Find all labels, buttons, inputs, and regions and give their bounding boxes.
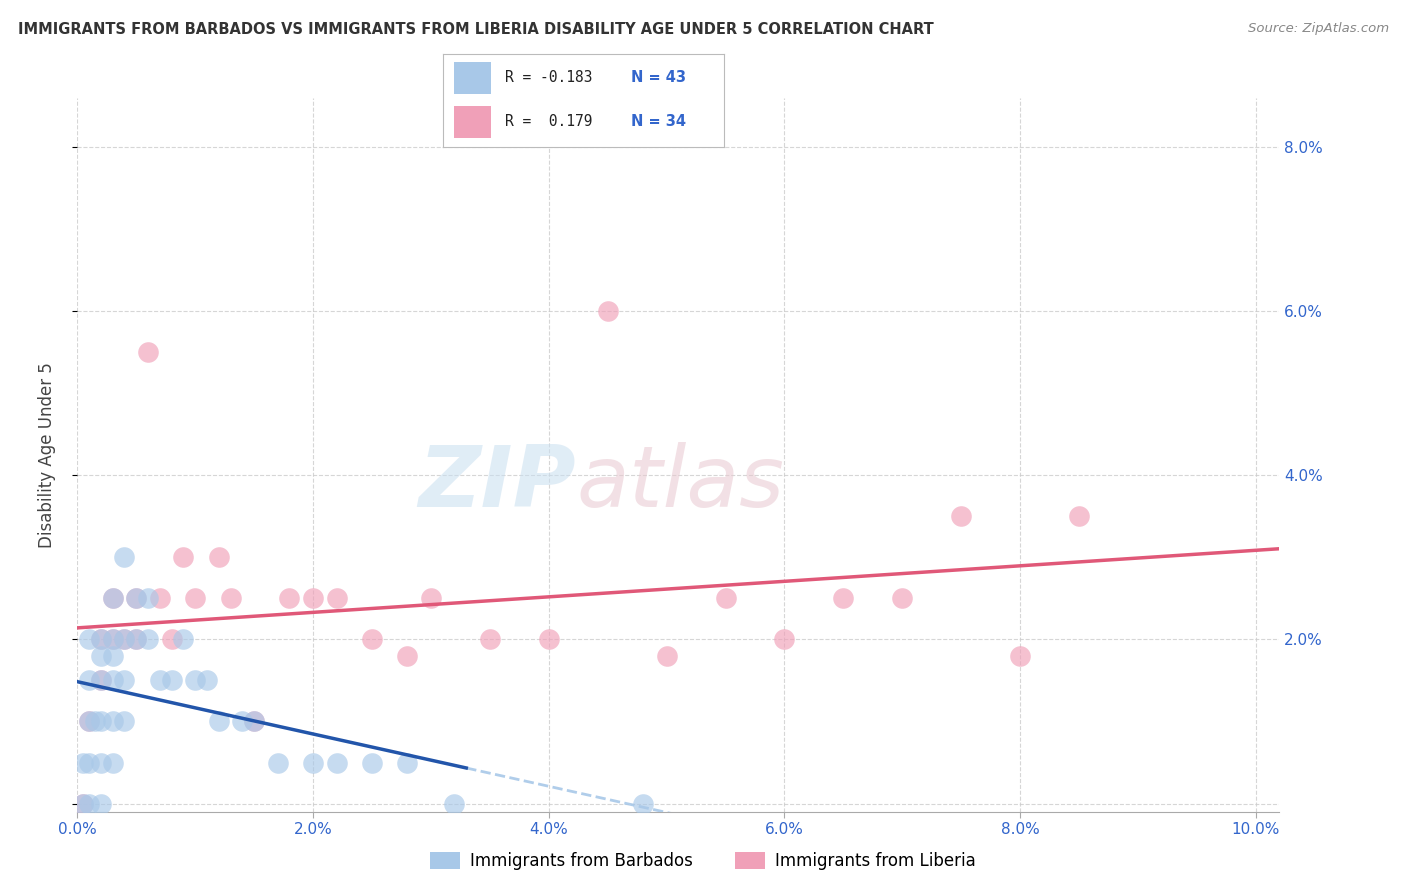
Point xyxy=(77,714,100,729)
Point xyxy=(714,591,737,606)
Point xyxy=(101,591,124,606)
Text: R = -0.183: R = -0.183 xyxy=(505,70,592,86)
Point xyxy=(325,756,347,770)
Point xyxy=(443,797,465,811)
Point xyxy=(396,648,419,663)
Text: IMMIGRANTS FROM BARBADOS VS IMMIGRANTS FROM LIBERIA DISABILITY AGE UNDER 5 CORRE: IMMIGRANTS FROM BARBADOS VS IMMIGRANTS F… xyxy=(18,22,934,37)
Point xyxy=(90,714,112,729)
Point xyxy=(596,304,619,318)
Bar xyxy=(454,106,491,138)
Text: atlas: atlas xyxy=(576,442,785,525)
Point xyxy=(278,591,301,606)
Point xyxy=(172,550,194,565)
Point xyxy=(84,714,107,729)
Point xyxy=(149,673,172,688)
Point xyxy=(160,632,183,647)
Text: R =  0.179: R = 0.179 xyxy=(505,114,592,129)
Point xyxy=(72,756,94,770)
Point xyxy=(184,591,207,606)
Point xyxy=(90,673,112,688)
Point xyxy=(77,632,100,647)
Point xyxy=(208,714,231,729)
Point xyxy=(101,756,124,770)
Point xyxy=(160,673,183,688)
Point xyxy=(243,714,266,729)
Point xyxy=(90,673,112,688)
Point xyxy=(90,756,112,770)
Point xyxy=(361,756,384,770)
Point xyxy=(72,797,94,811)
Point xyxy=(891,591,914,606)
Point xyxy=(655,648,678,663)
Point xyxy=(90,797,112,811)
Point xyxy=(90,632,112,647)
Text: N = 34: N = 34 xyxy=(631,114,686,129)
Point xyxy=(219,591,242,606)
Point xyxy=(773,632,796,647)
Y-axis label: Disability Age Under 5: Disability Age Under 5 xyxy=(38,362,56,548)
Point xyxy=(136,591,159,606)
Point xyxy=(832,591,855,606)
Point xyxy=(114,632,136,647)
Point xyxy=(172,632,194,647)
Point xyxy=(125,591,148,606)
Point xyxy=(101,648,124,663)
Point xyxy=(302,591,325,606)
Point xyxy=(101,714,124,729)
Point xyxy=(1010,648,1032,663)
Point xyxy=(77,714,100,729)
Point xyxy=(114,673,136,688)
Bar xyxy=(454,62,491,94)
Text: ZIP: ZIP xyxy=(419,442,576,525)
Point xyxy=(184,673,207,688)
Point xyxy=(101,591,124,606)
Text: Source: ZipAtlas.com: Source: ZipAtlas.com xyxy=(1249,22,1389,36)
Point xyxy=(208,550,231,565)
Point xyxy=(136,345,159,359)
Point xyxy=(950,509,973,524)
Point xyxy=(478,632,501,647)
Point xyxy=(231,714,253,729)
Point xyxy=(243,714,266,729)
Point xyxy=(101,632,124,647)
Point xyxy=(125,591,148,606)
Point xyxy=(114,714,136,729)
Legend: Immigrants from Barbados, Immigrants from Liberia: Immigrants from Barbados, Immigrants fro… xyxy=(423,845,983,877)
Point xyxy=(302,756,325,770)
Point xyxy=(1069,509,1091,524)
Point xyxy=(136,632,159,647)
Point xyxy=(77,797,100,811)
Point xyxy=(125,632,148,647)
Point xyxy=(361,632,384,647)
Point xyxy=(77,756,100,770)
Point xyxy=(396,756,419,770)
Point xyxy=(72,797,94,811)
Point xyxy=(125,632,148,647)
Point xyxy=(267,756,290,770)
Point xyxy=(90,632,112,647)
Point xyxy=(114,550,136,565)
Point xyxy=(101,673,124,688)
Point xyxy=(101,632,124,647)
Point xyxy=(77,673,100,688)
Point xyxy=(537,632,560,647)
Point xyxy=(419,591,441,606)
Point xyxy=(195,673,218,688)
Text: N = 43: N = 43 xyxy=(631,70,686,86)
Point xyxy=(631,797,654,811)
Point xyxy=(90,648,112,663)
Point xyxy=(149,591,172,606)
Point xyxy=(325,591,347,606)
Point xyxy=(114,632,136,647)
